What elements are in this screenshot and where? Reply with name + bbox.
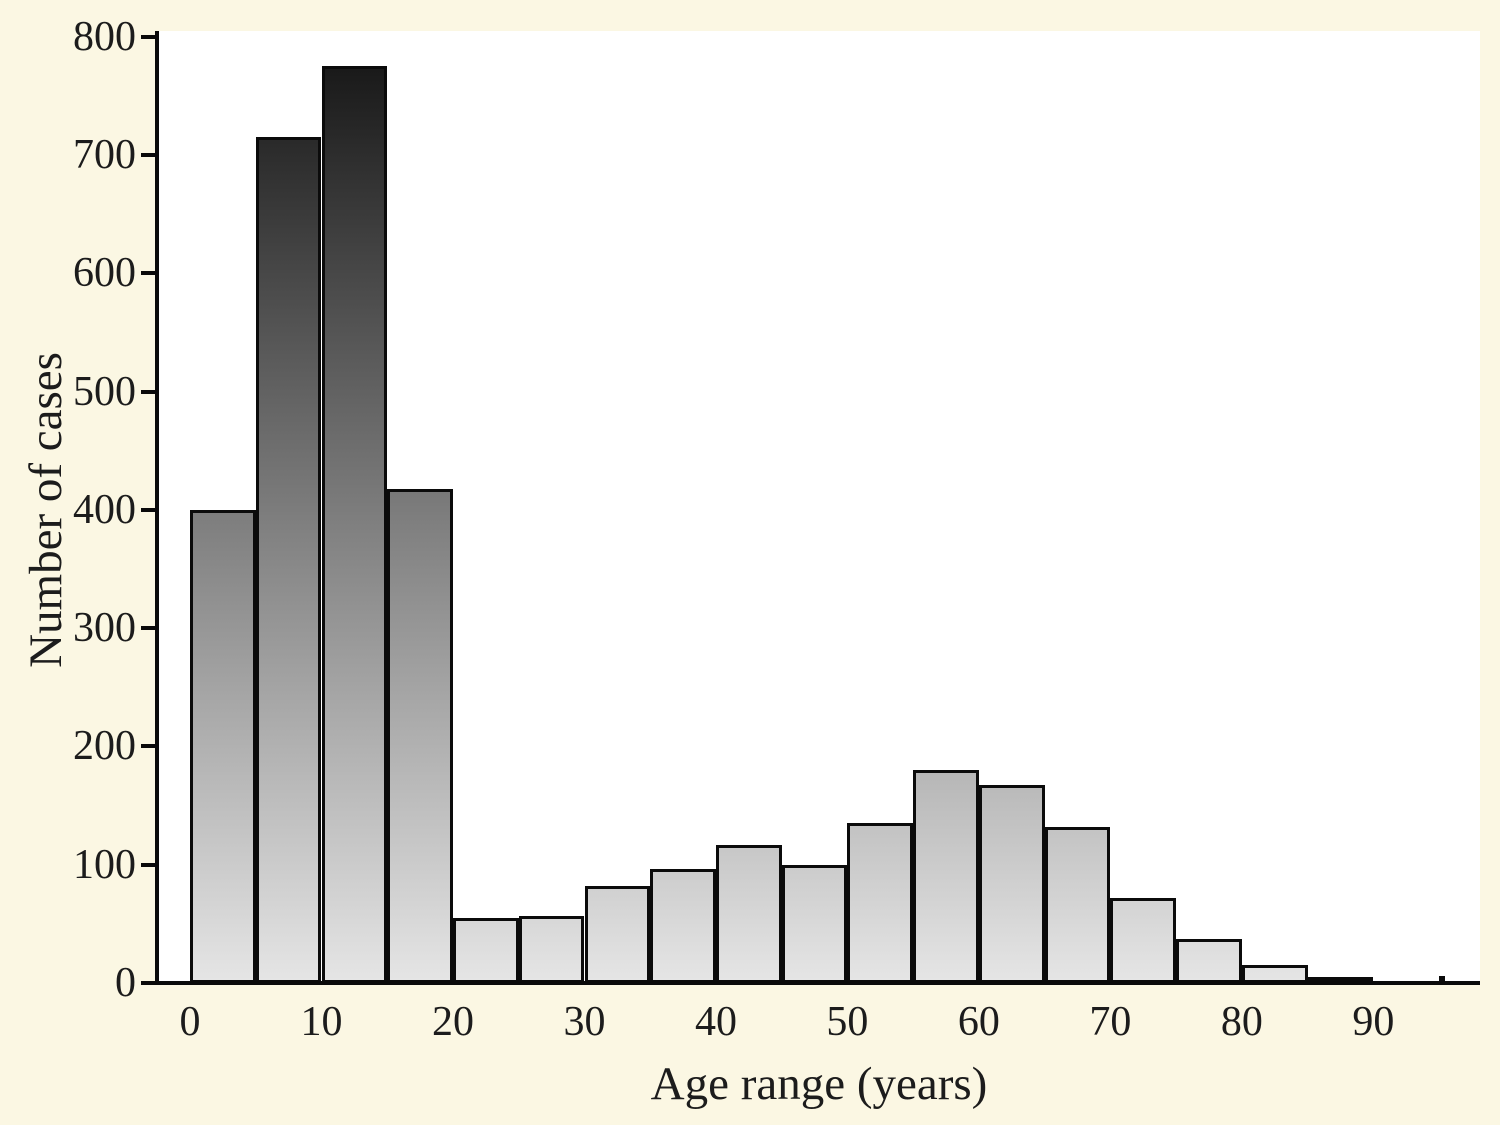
y-axis-line [155,31,159,985]
x-tick-label: 60 [957,999,1000,1045]
y-tick [141,981,155,985]
histogram-bar [255,137,322,983]
histogram-bar [847,823,914,983]
x-tick-label: 80 [1220,999,1263,1045]
histogram-bar [518,916,585,983]
y-tick-label: 0 [115,960,136,1006]
x-tick-label: 0 [179,999,201,1045]
y-tick [141,744,155,749]
x-axis-line [155,981,1480,985]
histogram-bar [650,869,716,983]
histogram-bar [781,865,848,983]
y-tick [141,34,155,39]
x-tick-label: 70 [1089,999,1132,1045]
y-tick [141,862,155,867]
histogram-bar [715,845,782,983]
y-tick-label: 400 [73,486,136,533]
y-tick [141,507,155,512]
histogram-bar [387,489,453,983]
x-tick-label: 20 [431,999,474,1045]
y-tick-label: 700 [73,131,136,178]
histogram-bar [321,66,388,983]
histogram-bar [584,886,651,983]
histogram-bar [190,510,256,983]
y-tick-label: 500 [73,368,136,415]
y-tick [141,152,155,157]
y-tick-label: 600 [73,250,136,297]
x-tick-label: 30 [563,999,606,1045]
histogram-bar [1176,939,1242,983]
y-axis-title: Number of cases [20,352,72,668]
y-tick [141,271,155,276]
y-tick [141,626,155,631]
y-tick-label: 300 [73,605,136,652]
x-tick-label: 10 [300,999,343,1045]
histogram-bar [913,770,979,983]
y-tick [141,389,155,394]
x-tick-label: 90 [1352,999,1395,1045]
y-tick-label: 800 [73,13,136,60]
x-axis-title: Age range (years) [650,1058,988,1110]
y-tick-label: 100 [73,841,136,888]
histogram-bar [453,918,519,983]
histogram-bar [978,785,1045,983]
x-tick-label: 50 [826,999,869,1045]
histogram-bar [1110,898,1177,983]
y-tick-label: 200 [73,723,136,770]
histogram-bar [1044,827,1111,983]
x-tick-label: 40 [694,999,737,1045]
